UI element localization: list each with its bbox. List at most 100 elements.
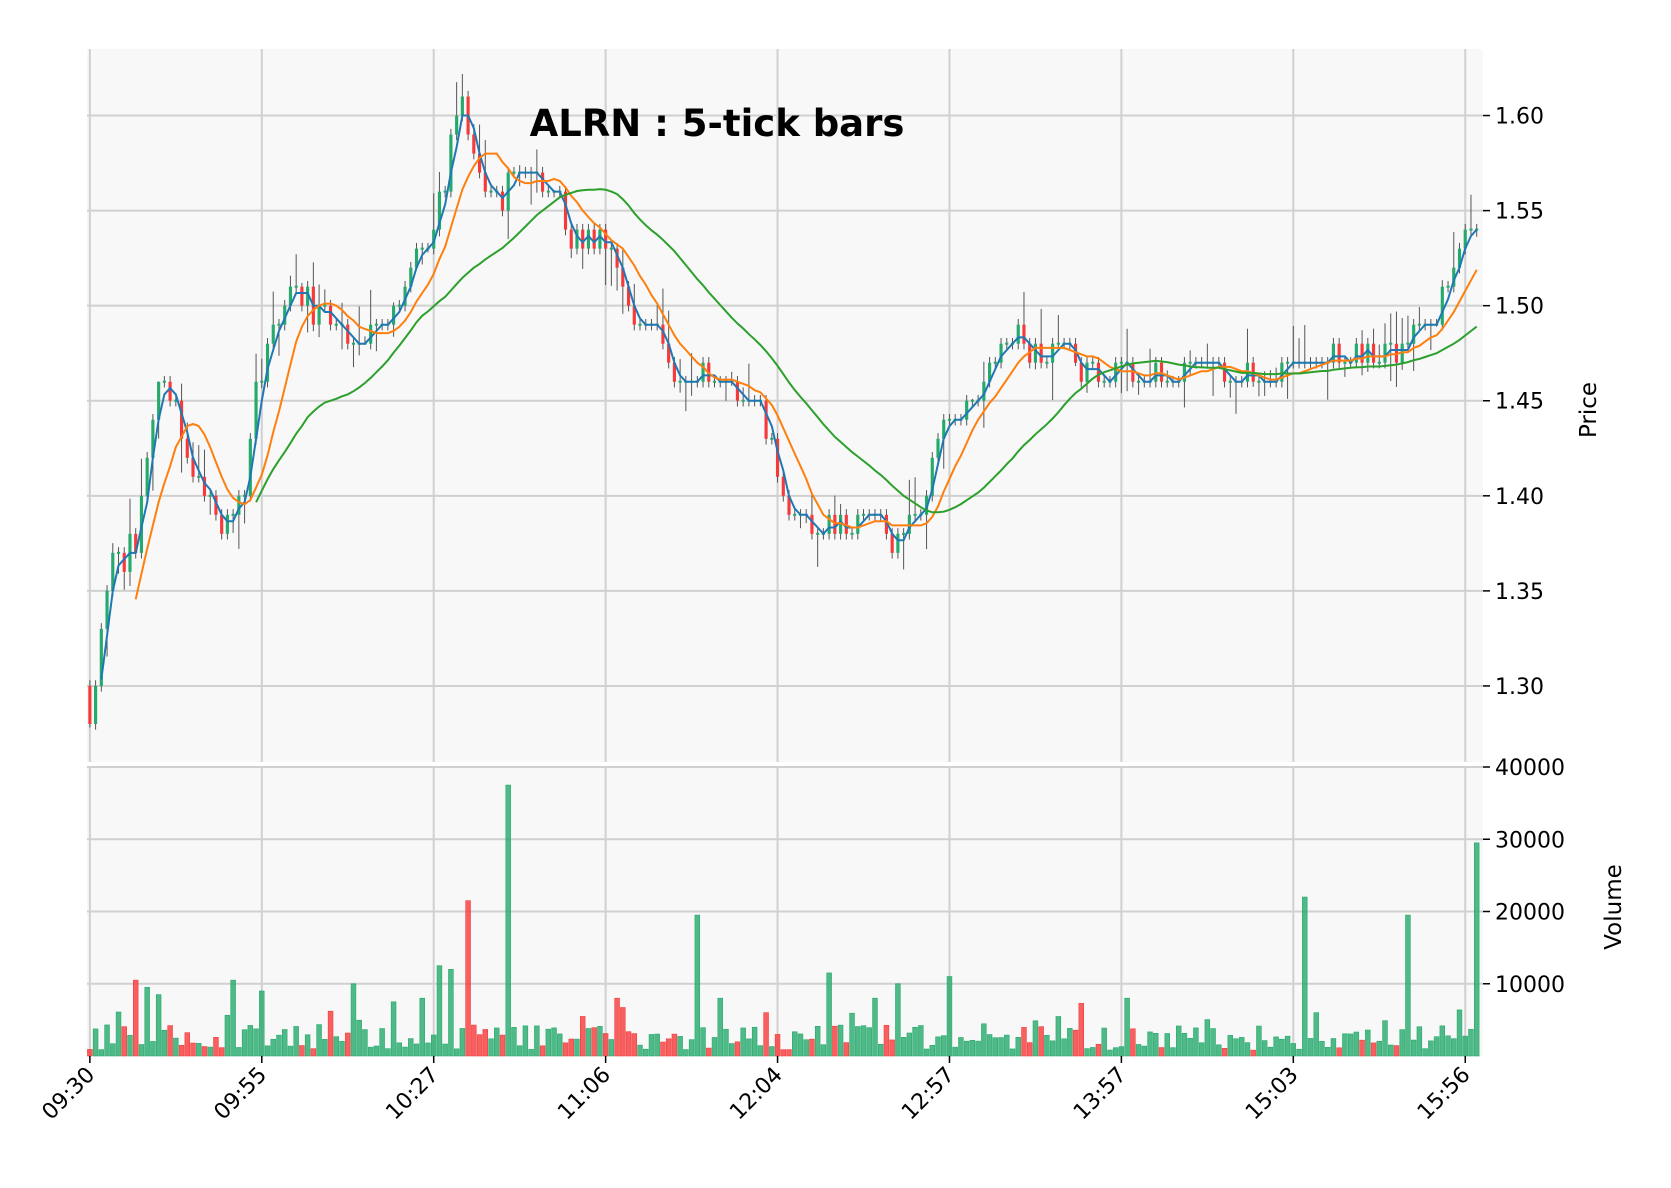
volume-bar xyxy=(728,1043,735,1057)
up-candle xyxy=(993,361,997,364)
volume-bar xyxy=(723,1028,729,1057)
volume-bar xyxy=(310,1048,317,1057)
volume-bar xyxy=(900,1037,907,1057)
volume-bar xyxy=(665,1038,672,1057)
volume-bar xyxy=(1204,1019,1211,1057)
up-candle xyxy=(145,457,149,496)
volume-tick-label: 40000 xyxy=(1495,756,1565,781)
volume-bar xyxy=(362,1029,368,1057)
up-candle xyxy=(1406,342,1410,345)
volume-bar xyxy=(631,1033,637,1057)
volume-bar xyxy=(465,900,471,1057)
up-candle xyxy=(816,532,820,535)
volume-bar xyxy=(516,1045,523,1057)
volume-bar xyxy=(694,914,701,1057)
down-candle xyxy=(667,343,671,363)
volume-bar xyxy=(941,1035,947,1057)
up-candle xyxy=(575,229,579,249)
volume-bar xyxy=(1382,1020,1388,1057)
down-candle xyxy=(472,134,476,154)
volume-bar xyxy=(918,1025,924,1057)
volume-bar xyxy=(614,997,620,1057)
up-candle xyxy=(586,229,591,249)
up-candle xyxy=(1114,362,1118,382)
up-candle xyxy=(294,285,298,288)
volume-bar xyxy=(1239,1037,1245,1057)
volume-bar xyxy=(717,997,723,1057)
volume-bar xyxy=(1313,1012,1319,1057)
volume-bar xyxy=(849,1012,855,1057)
volume-bar xyxy=(1055,1016,1062,1057)
volume-bar xyxy=(396,1042,403,1057)
volume-bar xyxy=(981,1023,987,1057)
volume-bar xyxy=(276,1034,282,1057)
volume-bar xyxy=(1026,1042,1033,1057)
down-candle xyxy=(775,438,780,477)
up-candle xyxy=(907,514,911,534)
down-candle xyxy=(214,495,218,515)
volume-bar xyxy=(969,1039,976,1057)
volume-tick-label: 20000 xyxy=(1495,901,1565,926)
up-candle xyxy=(288,286,293,306)
volume-bar xyxy=(476,1034,483,1057)
volume-bar xyxy=(87,1049,93,1057)
up-candle xyxy=(999,343,1003,363)
down-candle xyxy=(134,533,138,553)
volume-bar xyxy=(1353,1031,1360,1057)
volume-bar xyxy=(1445,1035,1451,1057)
volume-bar xyxy=(1009,1048,1016,1057)
volume-bar xyxy=(1376,1040,1382,1057)
volume-bar xyxy=(975,1040,981,1057)
volume-bar xyxy=(860,1025,867,1057)
volume-bar xyxy=(671,1033,678,1057)
volume-bar xyxy=(883,1024,890,1057)
volume-axis-label: Volume xyxy=(1601,864,1627,950)
up-candle xyxy=(701,362,705,382)
down-candle xyxy=(1371,343,1376,363)
volume-bar xyxy=(545,1028,552,1057)
up-candle xyxy=(151,419,155,458)
up-candle xyxy=(1446,285,1450,288)
volume-bar xyxy=(832,1025,838,1057)
volume-bar xyxy=(1296,1048,1302,1057)
up-candle xyxy=(254,381,258,439)
price-tick-label: 1.35 xyxy=(1495,580,1544,605)
down-candle xyxy=(1159,362,1164,382)
volume-bar xyxy=(453,1048,460,1057)
down-candle xyxy=(1337,343,1341,363)
down-candle xyxy=(1360,343,1364,363)
volume-bar xyxy=(259,990,265,1057)
volume-bar xyxy=(923,1048,930,1057)
volume-bar xyxy=(287,1045,294,1057)
volume-bar xyxy=(763,1012,769,1057)
down-candle xyxy=(1222,362,1227,382)
volume-bar xyxy=(986,1034,993,1057)
volume-bar xyxy=(402,1046,408,1057)
volume-bar xyxy=(1416,1026,1423,1057)
volume-bar xyxy=(958,1037,964,1057)
volume-bar xyxy=(992,1037,999,1057)
volume-bar xyxy=(1021,1027,1027,1057)
volume-bar xyxy=(1330,1038,1337,1057)
volume-bar xyxy=(528,1049,534,1057)
volume-bar xyxy=(92,1028,99,1057)
up-candle xyxy=(437,191,442,230)
volume-bar xyxy=(482,1029,488,1057)
volume-bar xyxy=(196,1043,202,1057)
down-candle xyxy=(890,533,894,553)
up-candle xyxy=(1440,286,1444,325)
volume-bar xyxy=(316,1024,322,1057)
down-candle xyxy=(346,324,350,344)
price-tick-label: 1.30 xyxy=(1495,675,1544,700)
down-candle xyxy=(541,172,545,192)
up-candle xyxy=(369,324,373,344)
volume-bar xyxy=(1095,1043,1102,1057)
volume-bar xyxy=(98,1049,105,1057)
volume-bar xyxy=(906,1032,913,1057)
up-candle xyxy=(1457,248,1462,268)
down-candle xyxy=(844,514,848,534)
price-tick-label: 1.40 xyxy=(1495,485,1544,510)
down-candle xyxy=(1022,324,1026,344)
up-candle xyxy=(1469,228,1473,231)
up-candle xyxy=(334,323,338,326)
